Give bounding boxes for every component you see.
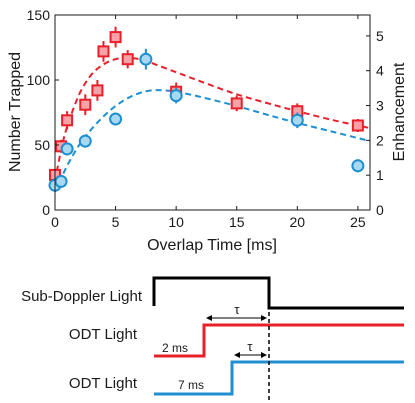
data-point [97,41,110,62]
x-axis-ticks: 0 5 10 15 20 25 [51,15,366,230]
y2-tick-label: 0 [376,202,384,218]
circle-marker [54,174,68,188]
row-label-odt-blue: ODT Light [69,375,138,392]
data-point [351,159,365,173]
square-marker [121,53,134,66]
x-tick-label: 25 [350,214,366,230]
y2-tick-label: 4 [376,63,384,79]
data-points [48,26,365,192]
fit-curves [54,56,371,193]
circle-marker [78,134,92,148]
square-marker [351,119,364,132]
data-point [351,119,364,132]
x-tick-label: 20 [290,214,306,230]
y-axis-label: Number Trapped [7,52,24,172]
x-tick-label: 15 [229,214,245,230]
data-point [109,112,123,126]
circle-marker [351,159,365,173]
square-marker [109,31,122,44]
data-point [139,48,153,70]
data-point [60,142,74,156]
circle-marker [139,52,153,66]
y-tick-label: 100 [27,72,51,88]
x-tick-label: 10 [168,214,184,230]
sub-doppler-trace [152,276,404,310]
data-point [121,50,134,69]
chart-panel: 0 5 10 15 20 25 0 50 100 150 0 1 2 3 4 5 Overlap Time… [7,7,408,254]
pre-label-7ms: 7 ms [178,378,204,392]
row-label-odt-red: ODT Light [69,326,138,343]
fit-curve-1 [54,89,371,193]
circle-marker [290,113,304,127]
data-point [79,94,92,116]
square-marker [97,45,110,58]
circle-marker [169,89,183,103]
fit-curve-0 [54,56,371,182]
square-marker [61,114,74,127]
x-axis-label: Overlap Time [ms] [147,237,277,254]
plot-frame [54,14,371,211]
circle-marker [109,112,123,126]
square-marker [230,97,243,110]
row-label-sub-doppler: Sub-Doppler Light [21,288,143,305]
odt-red-trace [154,323,404,358]
pre-label-2ms: 2 ms [162,341,188,355]
data-point [169,87,183,104]
square-marker [79,98,92,111]
data-point [61,111,74,130]
tau-label-red: τ [234,302,240,317]
data-point [230,95,243,112]
data-point [109,26,122,48]
x-tick-label: 0 [51,214,59,230]
y2-axis-ticks: 0 1 2 3 4 5 [366,28,384,218]
data-point [290,112,304,129]
odt-blue-trace [154,360,404,396]
y-tick-label: 150 [27,7,51,23]
y2-axis-label: Enhancement [391,62,408,161]
data-point [78,134,92,148]
x-tick-label: 5 [112,214,120,230]
data-point [54,174,68,188]
timing-diagram: Sub-Doppler Light ODT Light ODT Light τ … [21,276,404,400]
square-marker [91,84,104,97]
y2-tick-label: 2 [376,132,384,148]
y2-tick-label: 1 [376,167,384,183]
y-tick-label: 50 [34,137,50,153]
y2-tick-label: 3 [376,98,384,114]
tau-label-blue: τ [247,339,253,354]
data-point [91,80,104,101]
y-axis-ticks: 0 50 100 150 [27,7,59,218]
circle-marker [60,142,74,156]
y-tick-label: 0 [42,202,50,218]
y2-tick-label: 5 [376,28,384,44]
